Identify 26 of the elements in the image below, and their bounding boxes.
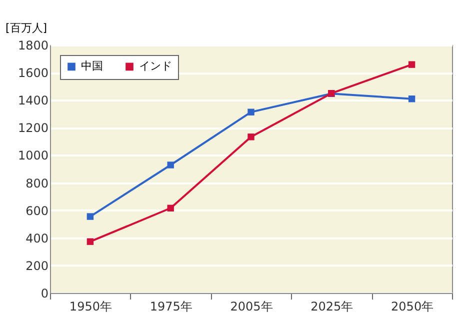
y-tick-label: 400 bbox=[26, 231, 48, 246]
y-tick-label: 1600 bbox=[18, 66, 48, 80]
x-tick-label: 2005年 bbox=[230, 300, 273, 314]
y-tick-label: 800 bbox=[26, 176, 48, 190]
y-tick-label: 1200 bbox=[18, 121, 48, 136]
point bbox=[167, 204, 174, 212]
point bbox=[408, 61, 416, 68]
y-tick-label: 200 bbox=[26, 258, 48, 273]
x-tick-label: 1975年 bbox=[150, 300, 192, 314]
y-tick-label: 1000 bbox=[18, 148, 48, 163]
point bbox=[248, 108, 254, 116]
y-tick-label: 600 bbox=[26, 204, 48, 218]
legend-label: インド bbox=[139, 60, 172, 73]
point bbox=[86, 213, 94, 220]
point bbox=[248, 134, 254, 140]
y-tick-label: 1400 bbox=[18, 94, 48, 108]
point bbox=[86, 238, 94, 245]
y-tick-label: 0 bbox=[40, 286, 48, 300]
x-tick-label: 1950年 bbox=[69, 300, 112, 314]
x-tick-label: 2025年 bbox=[310, 300, 354, 314]
x-tick-label: 2050年 bbox=[391, 300, 434, 314]
point bbox=[167, 162, 174, 168]
y-axis-title: [百万人] bbox=[6, 22, 48, 34]
legend-label: 中国 bbox=[81, 60, 103, 73]
y-tick-label: 1800 bbox=[18, 38, 48, 52]
point bbox=[408, 96, 416, 102]
